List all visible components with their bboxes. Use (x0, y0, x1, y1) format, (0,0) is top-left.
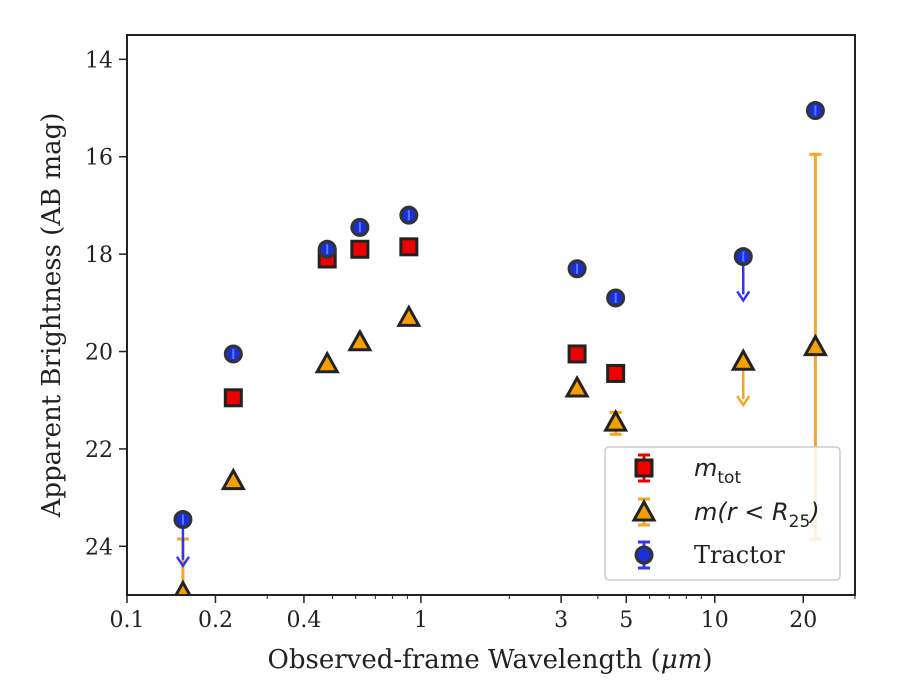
mtot-point (350, 239, 370, 259)
mr25-point (314, 350, 340, 374)
tractor-limit-arrowhead (736, 290, 751, 303)
mr25-point (396, 304, 422, 327)
legend-box (604, 446, 841, 581)
x-axis-title: Observed-frame Wavelength (μm) (268, 645, 713, 675)
x-tick-label: 20 (789, 608, 817, 633)
y-tick-label: 22 (85, 438, 113, 463)
tractor-limit-arrowhead (175, 556, 190, 569)
mr25-limit-arrowhead (736, 395, 751, 408)
x-tick-label: 5 (619, 608, 633, 633)
mr25-point (174, 579, 192, 595)
marks-group (173, 100, 828, 595)
legend-label: m(r < R25) (694, 498, 820, 532)
x-tick-label: 0.4 (286, 608, 321, 633)
y-tick-label: 20 (85, 341, 113, 366)
x-tick-label: 3 (554, 608, 568, 633)
x-tick-label: 0.2 (198, 608, 233, 633)
x-tick-label: 10 (701, 608, 729, 633)
legend-label-end: ) (808, 498, 819, 526)
mr25-point (802, 333, 828, 357)
x-tick-label: 0.1 (110, 608, 145, 633)
y-tick-label: 14 (85, 48, 113, 73)
plot-frame (126, 34, 856, 596)
legend-marker (634, 458, 654, 478)
plot-area: 0.1 0.2 0.4 1 3 5 10 20 14 16 18 20 22 24 mtot m(r < R2… (85, 34, 856, 633)
mtot-point (567, 344, 587, 364)
mr25-point (220, 467, 246, 491)
y-tick-label: 16 (85, 146, 113, 171)
mtot-point (223, 388, 243, 408)
legend-label-sub: 25 (789, 512, 811, 532)
legend-label: Tractor (694, 541, 785, 569)
y-axis-title: Apparent Brightness (AB mag) (37, 113, 67, 519)
mr25-point (347, 328, 373, 352)
legend-label-main: m (694, 454, 717, 482)
legend-marker (634, 545, 654, 565)
y-tick-label: 24 (85, 535, 113, 560)
legend-marker (631, 498, 657, 522)
legend: mtot m(r < R25) Tractor (604, 446, 841, 581)
y-tick-label: 18 (85, 243, 113, 268)
legend-label-sub: tot (717, 468, 741, 488)
legend-label-main: Tractor (694, 541, 785, 569)
mr25-point (564, 374, 590, 398)
x-tick-label: 1 (414, 608, 428, 633)
mtot-point (399, 237, 419, 257)
legend-label: mtot (694, 454, 741, 488)
legend-label-main: m(r < R (694, 498, 789, 526)
mr25-point (603, 409, 629, 432)
mtot-point (606, 363, 626, 383)
mr25-point (730, 348, 756, 371)
